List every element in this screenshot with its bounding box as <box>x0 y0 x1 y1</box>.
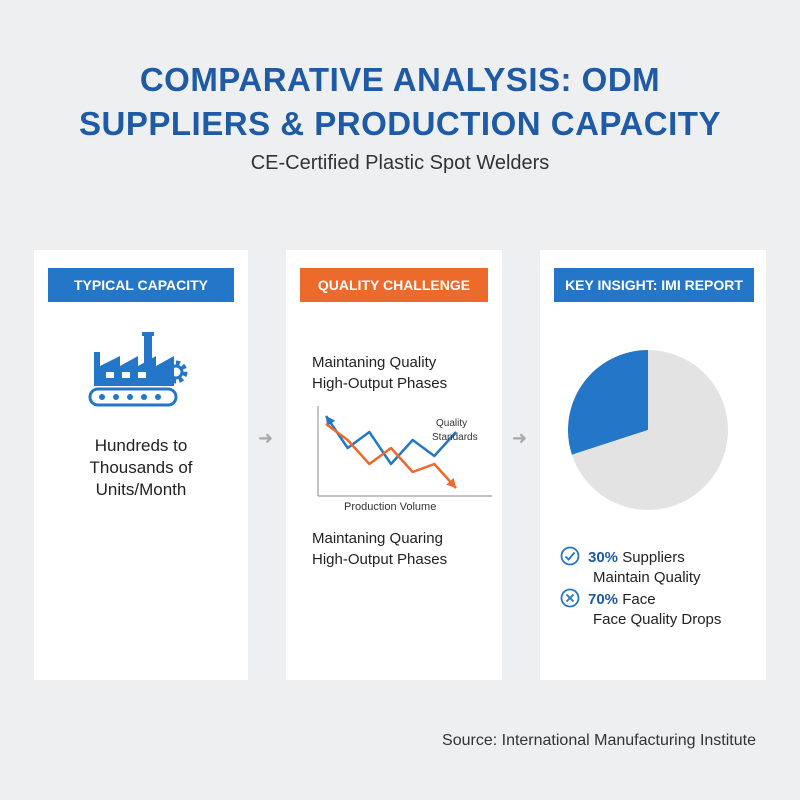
arrow-right-icon: ➜ <box>512 428 528 448</box>
source-note: Source: International Manufacturing Inst… <box>442 732 756 749</box>
stat-2-percent: 70% <box>588 591 619 608</box>
chart-series-label-1: Quality <box>436 418 467 429</box>
insight-card: KEY INSIGHT: IMI REPORT 30% Suppliers Ma… <box>540 250 766 680</box>
chart-series-label-2: Standards <box>432 432 478 443</box>
stat-1-text: Suppliers <box>622 549 685 566</box>
stat-1-line-2: Maintain Quality <box>593 569 701 586</box>
stat-2-line-2: Face Quality Drops <box>593 611 722 628</box>
quality-heading-line-1: Maintaning Quality <box>312 354 437 371</box>
pie-slice-1 <box>568 350 648 455</box>
pie-slice-2 <box>571 350 728 510</box>
line-arrowhead-2 <box>446 477 456 488</box>
capacity-line-3: Units/Month <box>95 480 187 499</box>
x-circle-icon <box>560 588 580 608</box>
capacity-text: Hundreds to Thousands of Units/Month <box>34 435 248 501</box>
supplier-pie-chart <box>568 350 728 510</box>
arrow-right-icon: ➜ <box>258 428 274 448</box>
insight-badge: KEY INSIGHT: IMI REPORT <box>554 268 754 302</box>
check-circle-icon <box>560 546 580 566</box>
quality-card: QUALITY CHALLENGE Maintaning Quality Hig… <box>286 250 502 680</box>
line-arrowhead-1 <box>326 416 336 427</box>
page-title: COMPARATIVE ANALYSIS: ODM SUPPLIERS & PR… <box>0 58 800 146</box>
stat-2-text: Face <box>622 591 656 608</box>
capacity-line-2: Thousands of <box>89 458 193 477</box>
chart-x-label: Production Volume <box>344 501 436 513</box>
capacity-card: TYPICAL CAPACITY Hundreds to Thousands o… <box>34 250 248 680</box>
stat-drops: 70% Face Face Quality Drops <box>560 588 721 630</box>
quality-heading: Maintaning Quality High-Output Phases <box>312 352 492 394</box>
capacity-line-1: Hundreds to <box>94 436 188 455</box>
stat-1-percent: 30% <box>588 549 619 566</box>
line-series-2 <box>325 422 457 489</box>
capacity-badge: TYPICAL CAPACITY <box>48 268 234 302</box>
quality-footer: Maintaning Quaring High-Output Phases <box>312 528 492 570</box>
quality-footer-line-2: High-Output Phases <box>312 551 448 568</box>
quality-badge: QUALITY CHALLENGE <box>300 268 488 302</box>
quality-heading-line-2: High-Output Phases <box>312 375 448 392</box>
quality-line-chart: Quality Standards Production Volume <box>317 406 492 513</box>
factory-icon <box>88 332 188 407</box>
quality-footer-line-1: Maintaning Quaring <box>312 530 443 547</box>
title-line-1: COMPARATIVE ANALYSIS: ODM <box>139 61 661 98</box>
title-line-2: SUPPLIERS & PRODUCTION CAPACITY <box>79 105 721 142</box>
line-series-1 <box>324 415 457 466</box>
page-subtitle: CE-Certified Plastic Spot Welders <box>250 152 550 174</box>
stat-maintain: 30% Suppliers Maintain Quality <box>560 546 701 588</box>
